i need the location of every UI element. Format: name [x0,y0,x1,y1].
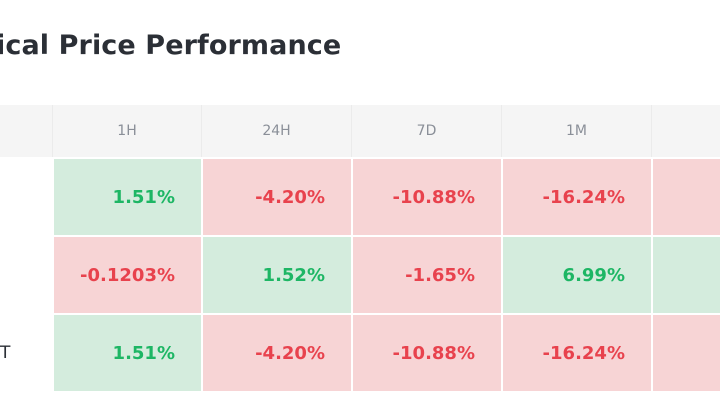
performance-cell: -0.1203% [52,237,201,313]
performance-cell: 1.51% [52,159,201,235]
table-header-row: 1H 24H 7D 1M 3 [0,105,720,157]
page-title: ical Price Performance [0,30,342,61]
column-header-1h: 1H [52,105,201,157]
table-row: T 1.51% -4.20% -10.88% -16.24% -7 [0,315,720,391]
performance-cell: 6.99% [501,237,651,313]
row-label [0,237,52,313]
performance-cell: 5 [651,237,720,313]
performance-cell: -1.65% [351,237,501,313]
performance-cell: 1.51% [52,315,201,391]
performance-cell: -16.24% [501,159,651,235]
table-row: -0.1203% 1.52% -1.65% 6.99% 5 [0,237,720,313]
column-header-3: 3 [651,105,720,157]
column-header-24h: 24H [201,105,351,157]
column-header-1m: 1M [501,105,651,157]
performance-cell: 1.52% [201,237,351,313]
row-label: T [0,343,11,363]
performance-cell: -16.24% [501,315,651,391]
table-row: 1.51% -4.20% -10.88% -16.24% -7 [0,159,720,235]
column-header-7d: 7D [351,105,501,157]
performance-cell: -10.88% [351,315,501,391]
performance-cell: -7 [651,159,720,235]
performance-cell: -7 [651,315,720,391]
column-header-label [0,105,52,157]
row-label [0,159,52,235]
performance-cell: -4.20% [201,315,351,391]
performance-cell: -4.20% [201,159,351,235]
performance-cell: -10.88% [351,159,501,235]
